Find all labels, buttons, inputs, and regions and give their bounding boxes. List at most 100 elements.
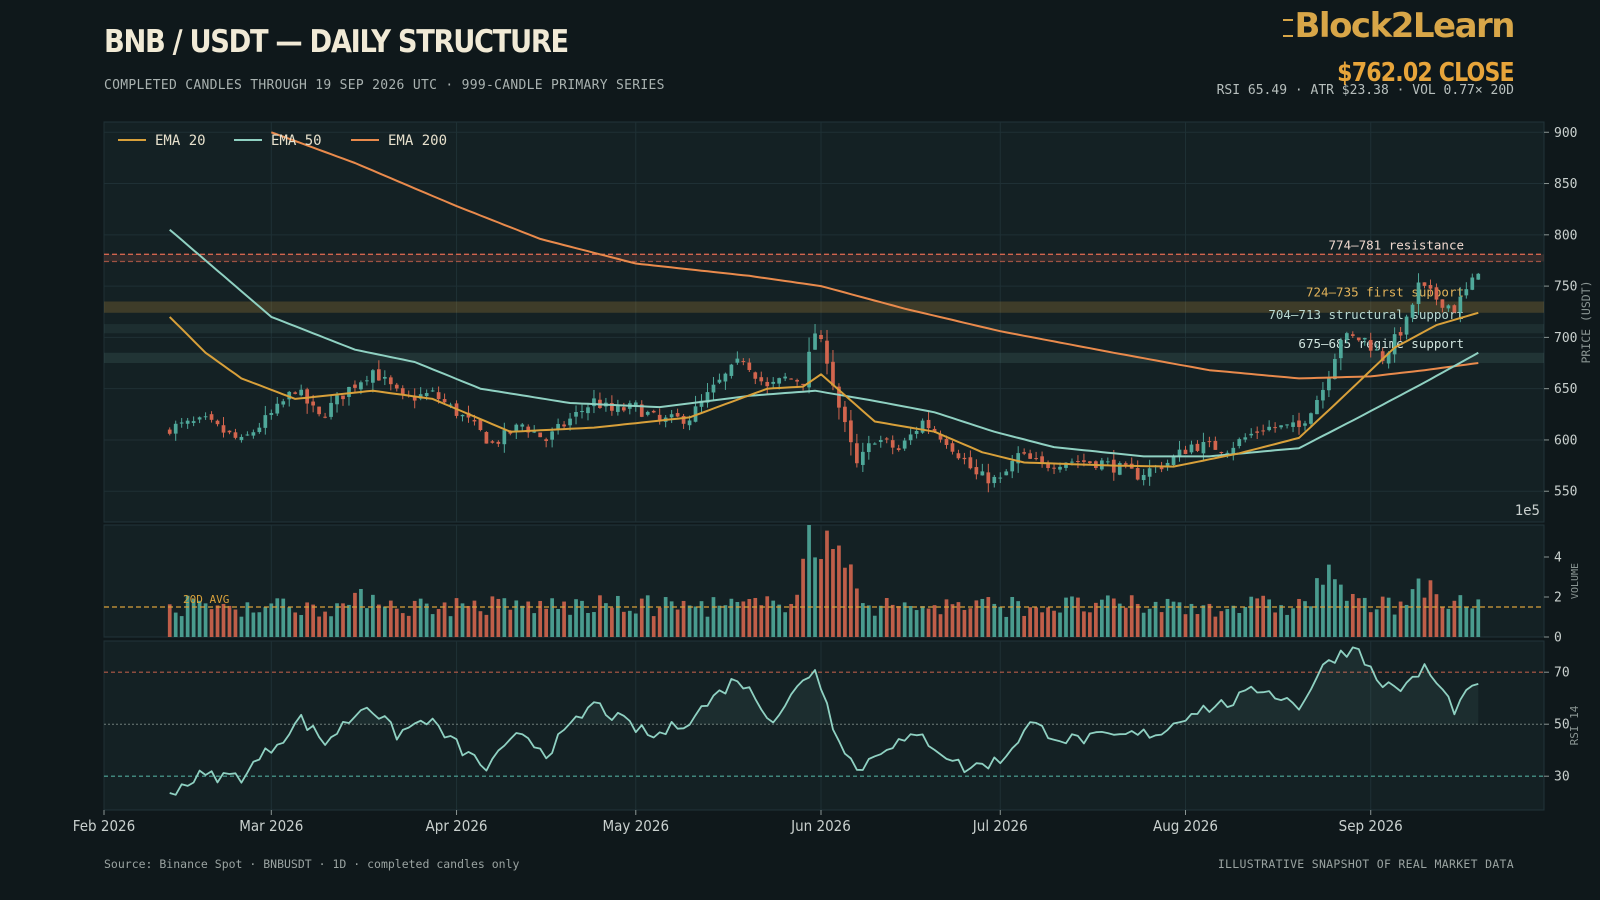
y-tick-label: 650 xyxy=(1554,382,1577,397)
volume-bar xyxy=(1392,614,1397,637)
candle-body xyxy=(1303,423,1307,426)
volume-bar xyxy=(747,599,752,637)
candle-body xyxy=(484,432,489,444)
volume-bar xyxy=(251,612,256,637)
volume-bar xyxy=(478,611,483,637)
candle-body xyxy=(651,410,656,413)
volume-bar xyxy=(1117,603,1122,637)
volume-bar xyxy=(1207,603,1212,637)
volume-bar xyxy=(269,603,274,637)
volume-bar xyxy=(1147,608,1152,637)
candle-body xyxy=(496,441,501,444)
candle-body xyxy=(430,390,435,392)
volume-bar xyxy=(878,605,883,637)
candle-body xyxy=(1064,462,1068,468)
source-note: Source: Binance Spot · BNBUSDT · 1D · co… xyxy=(104,857,520,871)
volume-bar xyxy=(580,600,584,637)
volume-bar xyxy=(466,605,471,637)
volume-bar xyxy=(1004,616,1009,637)
volume-bar xyxy=(872,615,877,637)
candle-body xyxy=(329,402,333,417)
volume-bar xyxy=(311,604,315,637)
candle-body xyxy=(179,422,184,424)
candle-body xyxy=(239,436,244,441)
volume-bar xyxy=(1297,598,1301,637)
volume-bar xyxy=(245,602,250,637)
volume-bar xyxy=(460,603,465,637)
candle-body xyxy=(1321,389,1325,401)
candle-body xyxy=(962,457,967,460)
candle-body xyxy=(998,477,1003,479)
indicator-stats: RSI 65.49 · ATR $23.38 · VOL 0.77× 20D xyxy=(1216,83,1514,98)
volume-bar xyxy=(1416,578,1421,637)
candle-body xyxy=(765,381,770,387)
zone-label: 675–685 regime support xyxy=(1298,336,1464,351)
candle-body xyxy=(1088,461,1092,464)
candle-body xyxy=(1040,456,1044,463)
ema200-line xyxy=(270,131,1479,380)
candle-body xyxy=(819,334,823,340)
volume-tick-label: 2 xyxy=(1554,591,1562,606)
candle-body xyxy=(843,406,847,423)
candle-body xyxy=(1171,456,1176,465)
volume-bar xyxy=(394,608,399,637)
candle-body xyxy=(1219,452,1224,454)
volume-bar xyxy=(681,600,686,637)
volume-bar xyxy=(765,596,770,637)
candle-body xyxy=(167,429,172,434)
zone-band xyxy=(104,301,1544,313)
candle-body xyxy=(896,448,901,450)
volume-bar xyxy=(843,567,847,637)
candle-body xyxy=(514,424,519,432)
volume-bar xyxy=(1010,596,1015,637)
x-tick-label: Aug 2026 xyxy=(1153,817,1218,835)
x-tick-label: Sep 2026 xyxy=(1339,817,1403,835)
volume-bar xyxy=(1410,589,1415,637)
candle-body xyxy=(1010,460,1015,472)
candle-body xyxy=(675,413,680,417)
candle-body xyxy=(729,364,734,376)
candle-body xyxy=(1255,431,1260,433)
candle-body xyxy=(1165,462,1170,467)
volume-bar xyxy=(819,559,823,637)
candle-body xyxy=(1105,461,1110,463)
candle-body xyxy=(813,333,817,350)
volume-bar xyxy=(293,612,298,637)
candle-body xyxy=(1022,452,1027,454)
volume-bar xyxy=(1440,606,1445,637)
candle-body xyxy=(855,443,859,464)
volume-bar xyxy=(610,607,614,637)
candle-body xyxy=(1225,452,1230,454)
volume-bar xyxy=(1022,615,1027,637)
volume-bar xyxy=(1159,612,1164,637)
volume-bar xyxy=(1386,597,1391,637)
volume-bar xyxy=(377,604,381,637)
candle-body xyxy=(1267,426,1271,431)
volume-bar xyxy=(890,604,895,637)
y-tick-label: 600 xyxy=(1554,433,1577,448)
candle-body xyxy=(1028,453,1032,459)
candle-body xyxy=(1416,282,1421,304)
volume-bar xyxy=(1135,603,1140,637)
candle-body xyxy=(1404,316,1409,335)
volume-bar xyxy=(1374,609,1379,637)
candle-body xyxy=(574,412,578,417)
ema50-line xyxy=(169,228,1479,458)
candle-body xyxy=(520,424,525,427)
candle-body xyxy=(610,402,614,411)
volume-bar xyxy=(526,601,531,637)
candle-body xyxy=(956,453,961,459)
legend-entry: EMA 20 xyxy=(155,133,206,149)
candle-body xyxy=(1458,296,1463,313)
candle-body xyxy=(586,407,590,414)
candle-body xyxy=(1135,468,1140,480)
volume-bar xyxy=(1243,607,1248,637)
volume-bar xyxy=(735,601,740,637)
volume-bar xyxy=(705,616,710,637)
volume-bar xyxy=(1129,595,1134,637)
candle-body xyxy=(1046,463,1050,469)
candle-body xyxy=(203,416,208,418)
candle-body xyxy=(723,373,728,382)
candle-body xyxy=(1398,332,1403,336)
candle-body xyxy=(442,399,447,403)
